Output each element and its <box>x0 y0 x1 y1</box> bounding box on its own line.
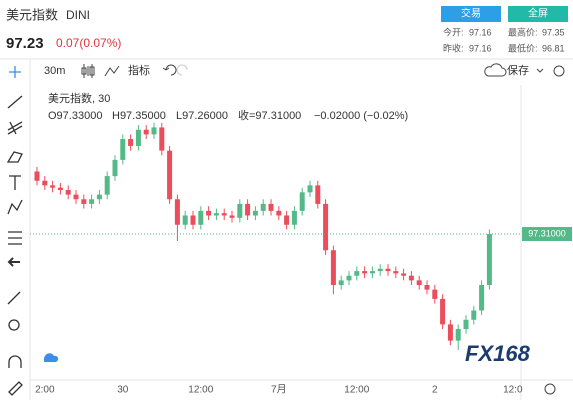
candle-body <box>408 275 414 281</box>
x-tick-label: 7月 <box>271 384 287 396</box>
candle-body <box>354 271 360 276</box>
candle-body <box>260 203 266 211</box>
watermark: FX168 <box>465 341 531 366</box>
trade-label: 交易 <box>461 7 481 20</box>
candle-body <box>213 213 219 216</box>
candle-body <box>299 192 305 211</box>
candle-body <box>291 210 297 225</box>
candle-body <box>50 185 56 188</box>
x-tick-label: 12:00 <box>344 385 369 396</box>
candle-body <box>315 185 321 204</box>
candle-body <box>424 285 430 290</box>
candle-body <box>81 199 87 204</box>
candle-body <box>432 289 438 299</box>
candle-body <box>143 129 149 135</box>
candle-body <box>65 190 71 195</box>
price: 97.23 <box>6 35 44 52</box>
candle-body <box>237 203 243 218</box>
stat-label: 昨收: <box>443 42 464 53</box>
candle-body <box>174 199 180 225</box>
stat-label: 今开: <box>443 26 464 37</box>
candle-body <box>182 215 188 225</box>
candle-body <box>221 213 227 216</box>
candle-body <box>190 215 196 225</box>
candle-body <box>89 199 95 204</box>
candle-body <box>377 268 383 272</box>
stat-label: 最低价: <box>508 42 538 53</box>
candle-body <box>245 203 251 216</box>
candle-body <box>455 329 461 341</box>
x-tick-label: 12:0 <box>503 385 523 396</box>
fullscreen-button[interactable] <box>508 6 568 22</box>
candle-body <box>128 139 134 146</box>
stat-value: 97.16 <box>469 43 492 53</box>
symbol-name: 美元指数 <box>6 7 58 22</box>
candle-body <box>486 234 492 285</box>
stat-value: 97.35 <box>542 27 565 37</box>
stat-label: 最高价: <box>508 26 538 37</box>
stat-value: 97.16 <box>469 27 492 37</box>
candle-body <box>323 203 329 251</box>
candle-body <box>330 250 336 285</box>
toolbar-icons <box>81 63 565 78</box>
candle-body <box>307 185 313 193</box>
save[interactable]: 保存 <box>507 63 529 77</box>
fullscreen-label: 全屏 <box>528 7 548 20</box>
candle-body <box>159 127 165 151</box>
candle-body <box>151 127 157 135</box>
indicators[interactable]: 指标 <box>128 63 150 77</box>
candle-body <box>284 215 290 225</box>
candle-body <box>338 280 344 285</box>
stat-value: 96.81 <box>542 43 565 53</box>
candle-body <box>120 139 126 160</box>
settings-icon[interactable] <box>544 383 556 395</box>
legend-title: 美元指数, 30 <box>48 91 110 105</box>
x-tick-label: 30 <box>117 385 129 396</box>
drawing-tools[interactable] <box>6 66 23 396</box>
candle-body <box>104 176 110 195</box>
candle-body <box>167 150 173 200</box>
x-tick-label: 12:00 <box>188 385 213 396</box>
logo-icon <box>44 353 59 362</box>
legend-open: O97.33000 <box>48 110 102 122</box>
change: 0.07(0.07%) <box>56 36 121 50</box>
candle-body <box>463 319 469 330</box>
x-tick-label: 2:00 <box>35 385 55 396</box>
candle-body <box>362 271 368 274</box>
candle-body <box>34 171 40 181</box>
candle-body <box>206 210 212 216</box>
candle-body <box>479 285 485 311</box>
candle-body <box>57 187 63 190</box>
candle-body <box>369 271 375 274</box>
candle-body <box>471 310 477 320</box>
interval[interactable]: 30m <box>44 65 65 77</box>
legend-close: 收=97.31000 <box>238 108 301 122</box>
candle-body <box>135 129 141 146</box>
candle-body <box>42 180 48 186</box>
legend-low: L97.26000 <box>176 110 228 122</box>
candle-body <box>112 159 118 177</box>
candle-body <box>416 280 422 285</box>
candle-body <box>252 210 258 216</box>
candle-body <box>268 203 274 211</box>
candle-body <box>96 194 102 200</box>
candle-body <box>385 268 391 272</box>
trade-button[interactable] <box>441 6 501 22</box>
legend-high: H97.35000 <box>112 110 166 122</box>
candle-body <box>73 194 79 200</box>
candle-body <box>276 210 282 216</box>
candle-body <box>198 210 204 225</box>
price-label: 97.31000 <box>528 228 566 238</box>
candle-body <box>401 273 407 276</box>
candle-body <box>393 271 399 274</box>
x-tick-label: 2 <box>432 385 438 396</box>
symbol-code: DINI <box>66 8 90 22</box>
candle-body <box>229 215 235 218</box>
candle-body <box>346 275 352 281</box>
candle-body <box>447 324 453 341</box>
legend-change: −0.02000 (−0.02%) <box>314 110 408 122</box>
candle-body <box>440 298 446 325</box>
price-label-bg <box>522 227 572 242</box>
